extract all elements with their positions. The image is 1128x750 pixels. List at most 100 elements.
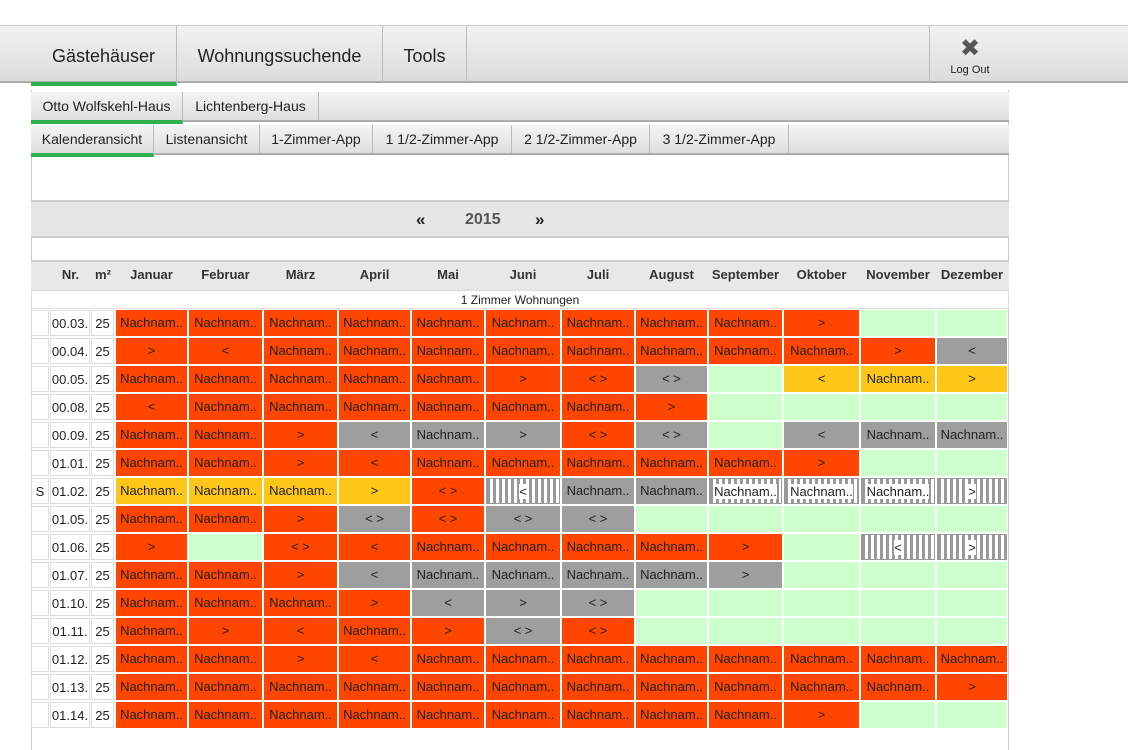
booking-cell[interactable]: Nachnam.. [937,646,1007,672]
booking-cell[interactable]: > [861,338,935,364]
booking-cell[interactable]: Nachnam.. [264,310,337,336]
house-tab[interactable]: Lichtenberg-Haus [183,92,319,120]
nav-tab[interactable]: Gästehäuser [31,26,177,86]
booking-cell[interactable] [709,366,782,392]
booking-cell[interactable]: < [412,590,484,616]
booking-cell[interactable]: Nachnam.. [189,422,262,448]
booking-cell[interactable]: < > [486,618,560,644]
booking-cell[interactable]: Nachnam.. [339,702,410,728]
booking-cell[interactable] [784,506,859,532]
booking-cell[interactable] [709,618,782,644]
booking-cell[interactable] [937,394,1007,420]
view-tab[interactable]: Kalenderansicht [31,125,154,157]
booking-cell[interactable]: Nachnam.. [636,702,707,728]
booking-cell[interactable]: < [861,534,935,560]
booking-cell[interactable]: Nachnam.. [709,646,782,672]
booking-cell[interactable] [937,590,1007,616]
booking-cell[interactable]: > [339,478,410,504]
booking-cell[interactable]: < [937,338,1007,364]
booking-cell[interactable] [937,562,1007,588]
booking-cell[interactable]: Nachnam.. [486,534,560,560]
booking-cell[interactable]: Nachnam.. [339,618,410,644]
booking-cell[interactable]: Nachnam.. [562,394,634,420]
booking-cell[interactable]: > [784,450,859,476]
booking-cell[interactable]: Nachnam.. [784,478,859,504]
booking-cell[interactable]: Nachnam.. [339,674,410,700]
booking-cell[interactable]: Nachnam.. [189,310,262,336]
booking-cell[interactable] [784,590,859,616]
booking-cell[interactable]: < > [562,506,634,532]
booking-cell[interactable] [861,394,935,420]
booking-cell[interactable]: < [784,422,859,448]
booking-cell[interactable] [709,422,782,448]
booking-cell[interactable]: > [486,590,560,616]
booking-cell[interactable]: Nachnam.. [636,674,707,700]
booking-cell[interactable]: Nachnam.. [339,338,410,364]
booking-cell[interactable]: > [709,562,782,588]
booking-cell[interactable]: Nachnam.. [784,646,859,672]
booking-cell[interactable]: Nachnam.. [116,310,187,336]
booking-cell[interactable]: Nachnam.. [264,478,337,504]
booking-cell[interactable]: Nachnam.. [189,450,262,476]
logout[interactable]: ✖ Log Out [929,26,1128,82]
booking-cell[interactable]: < [189,338,262,364]
booking-cell[interactable]: Nachnam.. [784,338,859,364]
booking-cell[interactable]: Nachnam.. [784,674,859,700]
booking-cell[interactable]: Nachnam.. [709,702,782,728]
booking-cell[interactable]: Nachnam.. [562,450,634,476]
booking-cell[interactable]: > [412,618,484,644]
booking-cell[interactable]: Nachnam.. [562,702,634,728]
booking-cell[interactable]: Nachnam.. [861,646,935,672]
booking-cell[interactable] [784,534,859,560]
booking-cell[interactable]: Nachnam.. [562,674,634,700]
booking-cell[interactable]: Nachnam.. [412,646,484,672]
view-tab[interactable]: 3 1/2-Zimmer-App [650,125,789,153]
booking-cell[interactable]: Nachnam.. [116,702,187,728]
booking-cell[interactable]: Nachnam.. [636,562,707,588]
view-tab[interactable]: 1-Zimmer-App [260,125,373,153]
booking-cell[interactable]: > [116,338,187,364]
booking-cell[interactable]: < [264,618,337,644]
booking-cell[interactable]: Nachnam.. [709,674,782,700]
booking-cell[interactable]: Nachnam.. [264,394,337,420]
booking-cell[interactable]: Nachnam.. [264,674,337,700]
booking-cell[interactable] [861,562,935,588]
booking-cell[interactable]: Nachnam.. [636,646,707,672]
booking-cell[interactable]: > [636,394,707,420]
booking-cell[interactable]: Nachnam.. [861,366,935,392]
booking-cell[interactable]: Nachnam.. [861,422,935,448]
booking-cell[interactable]: Nachnam.. [562,534,634,560]
booking-cell[interactable]: Nachnam.. [486,450,560,476]
booking-cell[interactable]: > [486,366,560,392]
booking-cell[interactable]: Nachnam.. [189,702,262,728]
booking-cell[interactable]: > [937,534,1007,560]
booking-cell[interactable]: Nachnam.. [709,450,782,476]
nav-tab[interactable]: Tools [383,26,467,82]
booking-cell[interactable]: Nachnam.. [116,450,187,476]
booking-cell[interactable]: > [339,590,410,616]
booking-cell[interactable]: Nachnam.. [636,338,707,364]
booking-cell[interactable]: > [486,422,560,448]
booking-cell[interactable]: Nachnam.. [116,618,187,644]
booking-cell[interactable] [937,310,1007,336]
booking-cell[interactable]: Nachnam.. [412,534,484,560]
booking-cell[interactable]: Nachnam.. [636,478,707,504]
booking-cell[interactable]: > [937,478,1007,504]
booking-cell[interactable]: Nachnam.. [116,366,187,392]
booking-cell[interactable]: > [937,674,1007,700]
booking-cell[interactable]: Nachnam.. [189,646,262,672]
booking-cell[interactable]: Nachnam.. [562,478,634,504]
booking-cell[interactable]: Nachnam.. [339,366,410,392]
booking-cell[interactable] [709,394,782,420]
booking-cell[interactable]: Nachnam.. [412,366,484,392]
booking-cell[interactable]: Nachnam.. [412,562,484,588]
booking-cell[interactable]: < [339,646,410,672]
booking-cell[interactable] [937,506,1007,532]
booking-cell[interactable] [861,618,935,644]
booking-cell[interactable] [861,310,935,336]
booking-cell[interactable]: < > [412,506,484,532]
booking-cell[interactable]: Nachnam.. [116,506,187,532]
booking-cell[interactable]: Nachnam.. [189,674,262,700]
booking-cell[interactable]: Nachnam.. [189,478,262,504]
booking-cell[interactable]: < [486,478,560,504]
